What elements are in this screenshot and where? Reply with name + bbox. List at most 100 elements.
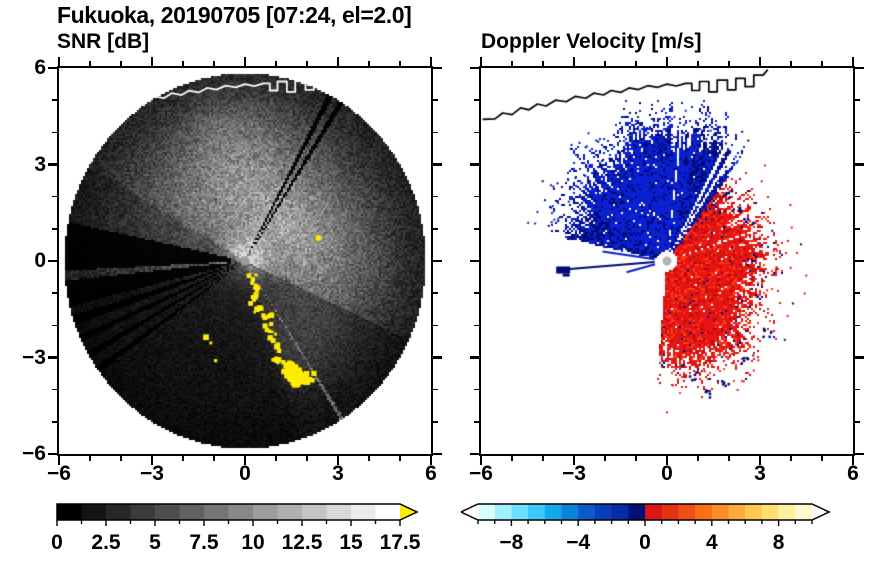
- axis-tick-left: [52, 131, 57, 134]
- axis-tick-left: [48, 259, 57, 263]
- axis-tick-bottom: [542, 456, 544, 461]
- axis-tick-top: [479, 57, 483, 66]
- colorbar-gradient: [56, 503, 419, 526]
- axis-tick-left: [52, 195, 57, 198]
- axis-tick-bottom: [150, 456, 154, 465]
- colorbar-tick-label: −8: [499, 531, 524, 554]
- axis-tick-bottom: [821, 456, 823, 461]
- axis-tick-top: [336, 57, 340, 66]
- x-tick-label: −6: [47, 462, 71, 485]
- axis-tick-left: [470, 356, 479, 359]
- axis-tick-top: [665, 57, 669, 66]
- axis-tick-bottom: [368, 456, 370, 461]
- axis-tick-left: [52, 324, 57, 327]
- axis-tick-top: [697, 61, 699, 66]
- x-tick-label: −3: [562, 462, 586, 485]
- axis-tick-top: [429, 57, 433, 66]
- axis-tick-left: [48, 66, 57, 70]
- snr-radar-canvas: [59, 68, 431, 454]
- colorbar-tick-label: 12.5: [281, 531, 323, 554]
- axis-tick-left: [474, 99, 479, 101]
- axis-tick-top: [790, 61, 792, 66]
- axis-tick-top: [542, 61, 544, 66]
- colorbar-tick-label: 10: [241, 531, 265, 554]
- axis-tick-bottom: [790, 456, 792, 461]
- axis-tick-bottom: [479, 456, 483, 465]
- axis-tick-top: [368, 61, 370, 66]
- axis-tick-left: [470, 163, 479, 166]
- axis-tick-top: [182, 61, 184, 66]
- axis-tick-right: [855, 163, 864, 166]
- axis-tick-right: [855, 195, 860, 198]
- axis-tick-left: [470, 259, 479, 263]
- axis-tick-top: [57, 57, 61, 66]
- axis-tick-left: [474, 228, 479, 230]
- axis-tick-bottom: [697, 456, 699, 461]
- axis-tick-left: [474, 131, 479, 134]
- axis-tick-right: [433, 163, 442, 166]
- axis-tick-left: [474, 324, 479, 327]
- axis-tick-right: [433, 195, 438, 198]
- axis-tick-left: [470, 66, 479, 70]
- axis-tick-bottom: [213, 456, 215, 461]
- x-tick-label: 0: [661, 462, 673, 485]
- axis-tick-bottom: [758, 456, 762, 465]
- axis-tick-right: [433, 452, 442, 456]
- axis-tick-right: [855, 452, 864, 456]
- axis-tick-right: [433, 388, 438, 391]
- x-tick-label: −6: [469, 462, 493, 485]
- figure-title: Fukuoka, 20190705 [07:24, el=2.0]: [57, 2, 412, 28]
- colorbar-tick-label: 4: [705, 531, 718, 554]
- axis-tick-left: [470, 452, 479, 456]
- snr-colorbar: [56, 503, 419, 534]
- axis-tick-right: [855, 324, 860, 327]
- y-tick-label: 6: [34, 56, 46, 79]
- axis-tick-left: [474, 195, 479, 198]
- axis-tick-right: [433, 131, 438, 134]
- y-tick-label: 0: [34, 249, 46, 272]
- axis-tick-right: [433, 324, 438, 327]
- x-tick-label: 6: [425, 462, 437, 485]
- velocity-plot: [470, 57, 864, 465]
- axis-tick-bottom: [120, 456, 122, 461]
- axis-tick-top: [306, 61, 308, 66]
- axis-tick-right: [433, 66, 442, 70]
- colorbar-tick-label: 2.5: [91, 531, 121, 554]
- colorbar-tick-label: 5: [149, 531, 161, 554]
- y-tick-label: −3: [22, 345, 46, 369]
- axis-tick-bottom: [665, 456, 669, 465]
- axis-tick-top: [399, 61, 401, 66]
- y-tick-label: 3: [34, 152, 46, 176]
- axis-tick-left: [48, 163, 57, 166]
- axis-tick-bottom: [336, 456, 340, 465]
- axis-tick-bottom: [429, 456, 433, 465]
- axis-tick-right: [433, 356, 442, 359]
- axis-tick-top: [150, 57, 154, 66]
- axis-tick-bottom: [728, 456, 730, 461]
- axis-tick-bottom: [635, 456, 637, 461]
- axis-tick-right: [855, 356, 864, 359]
- axis-tick-right: [855, 259, 864, 263]
- axis-tick-left: [52, 99, 57, 101]
- axis-tick-right: [855, 388, 860, 391]
- axis-tick-right: [433, 259, 442, 263]
- colorbar-tick-label: 0: [639, 531, 651, 554]
- axis-tick-top: [243, 57, 247, 66]
- colorbar-tick-label: −4: [566, 531, 591, 554]
- x-tick-label: 3: [754, 462, 766, 485]
- axis-tick-left: [52, 388, 57, 391]
- colorbar-tick-label: 0: [51, 531, 63, 554]
- axis-tick-left: [52, 228, 57, 230]
- axis-tick-bottom: [572, 456, 576, 465]
- axis-tick-top: [851, 57, 855, 66]
- axis-tick-left: [474, 292, 479, 294]
- axis-tick-left: [474, 421, 479, 423]
- colorbar-tick-label: 17.5: [379, 531, 421, 554]
- axis-tick-right: [855, 66, 864, 70]
- axis-tick-top: [728, 61, 730, 66]
- axis-tick-top: [213, 61, 215, 66]
- x-tick-label: 0: [239, 462, 251, 485]
- colorbar-tick-label: 7.5: [189, 531, 219, 554]
- axis-tick-bottom: [851, 456, 855, 465]
